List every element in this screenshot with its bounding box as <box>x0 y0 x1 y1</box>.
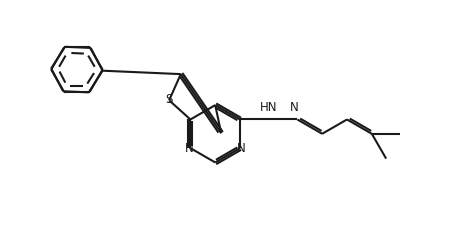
Text: N: N <box>290 101 299 114</box>
Text: HN: HN <box>260 101 277 114</box>
Text: N: N <box>237 142 246 155</box>
Text: S: S <box>165 93 173 106</box>
Text: N: N <box>185 142 193 155</box>
